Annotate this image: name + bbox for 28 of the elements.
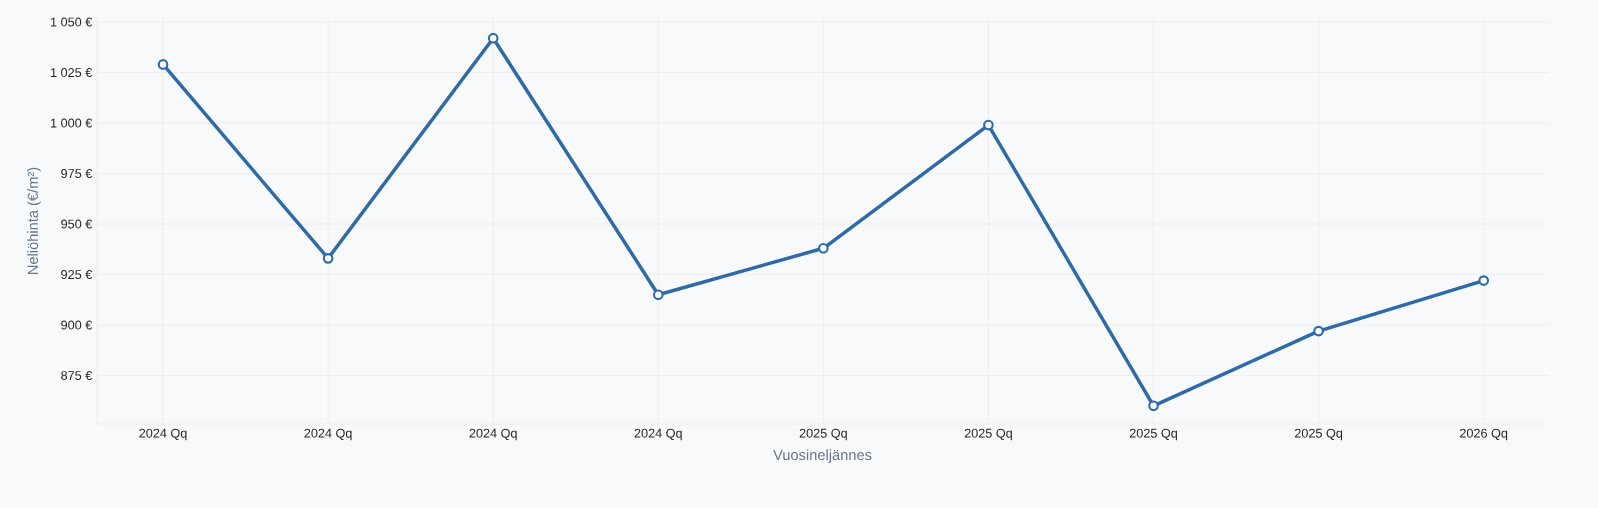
x-tick-label: 2025 Qq xyxy=(799,428,847,441)
x-tick-label: 2024 Qq xyxy=(139,428,187,441)
y-tick-label: 1 050 € xyxy=(51,17,93,27)
y-tick-label: 875 € xyxy=(61,371,93,381)
y-tick-label: 900 € xyxy=(61,320,93,330)
point xyxy=(322,253,334,264)
y-tick-label: 925 € xyxy=(61,270,93,280)
x-axis-title: Vuosineljännes xyxy=(773,449,872,463)
point xyxy=(157,59,169,70)
y-tick-label: 1 000 € xyxy=(51,118,93,128)
point xyxy=(1148,400,1159,412)
point xyxy=(652,289,664,301)
y-tick-label: 1 025 € xyxy=(51,68,93,78)
x-tick-label: 2026 Qq xyxy=(1460,428,1508,441)
x-tick-label: 2025 Qq xyxy=(964,428,1012,441)
y-tick-label: 950 € xyxy=(61,219,93,229)
x-tick-label: 2024 Qq xyxy=(634,428,682,441)
y-tick-label: 975 € xyxy=(61,169,93,179)
point xyxy=(487,32,499,44)
x-tick-label: 2024 Qq xyxy=(469,428,517,441)
point xyxy=(983,119,994,131)
y-axis-title: Neliöhinta (€/m²) xyxy=(27,167,41,274)
x-tick-label: 2025 Qq xyxy=(1129,428,1177,441)
point xyxy=(818,242,829,254)
point xyxy=(1478,275,1490,286)
point xyxy=(1313,325,1324,337)
x-tick-label: 2025 Qq xyxy=(1294,428,1343,441)
x-tick-label: 2024 Qq xyxy=(304,428,352,441)
